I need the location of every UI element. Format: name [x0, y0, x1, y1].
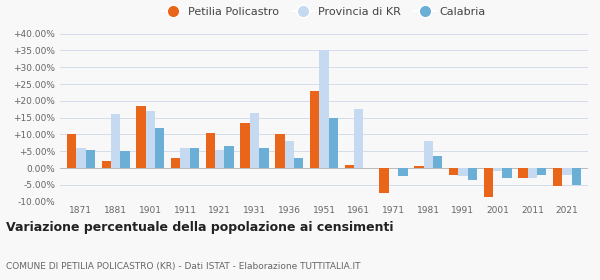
Bar: [537, 168, 547, 175]
Bar: [259, 148, 269, 168]
Bar: [528, 168, 537, 178]
Bar: [206, 133, 215, 168]
Bar: [120, 151, 130, 168]
Bar: [181, 148, 190, 168]
Bar: [275, 134, 284, 168]
Bar: [190, 148, 199, 168]
Text: Variazione percentuale della popolazione ai censimenti: Variazione percentuale della popolazione…: [6, 221, 394, 234]
Bar: [449, 168, 458, 175]
Bar: [467, 168, 477, 180]
Bar: [171, 158, 181, 168]
Bar: [224, 146, 234, 168]
Bar: [398, 168, 407, 176]
Bar: [146, 111, 155, 168]
Bar: [319, 50, 329, 168]
Bar: [284, 141, 294, 168]
Bar: [493, 168, 502, 171]
Text: COMUNE DI PETILIA POLICASTRO (KR) - Dati ISTAT - Elaborazione TUTTITALIA.IT: COMUNE DI PETILIA POLICASTRO (KR) - Dati…: [6, 262, 361, 271]
Bar: [155, 128, 164, 168]
Bar: [433, 156, 442, 168]
Bar: [329, 118, 338, 168]
Legend: Petilia Policastro, Provincia di KR, Calabria: Petilia Policastro, Provincia di KR, Cal…: [158, 2, 490, 21]
Bar: [562, 168, 572, 175]
Bar: [241, 123, 250, 168]
Bar: [76, 148, 86, 168]
Bar: [553, 168, 562, 186]
Bar: [484, 168, 493, 197]
Bar: [294, 158, 304, 168]
Bar: [424, 141, 433, 168]
Bar: [354, 109, 364, 168]
Bar: [136, 106, 146, 168]
Bar: [86, 150, 95, 168]
Bar: [215, 150, 224, 168]
Bar: [101, 161, 111, 168]
Bar: [414, 166, 424, 168]
Bar: [250, 113, 259, 168]
Bar: [518, 168, 528, 178]
Bar: [502, 168, 512, 178]
Bar: [111, 114, 120, 168]
Bar: [344, 165, 354, 168]
Bar: [379, 168, 389, 193]
Bar: [67, 134, 76, 168]
Bar: [572, 168, 581, 185]
Bar: [310, 91, 319, 168]
Bar: [458, 168, 467, 176]
